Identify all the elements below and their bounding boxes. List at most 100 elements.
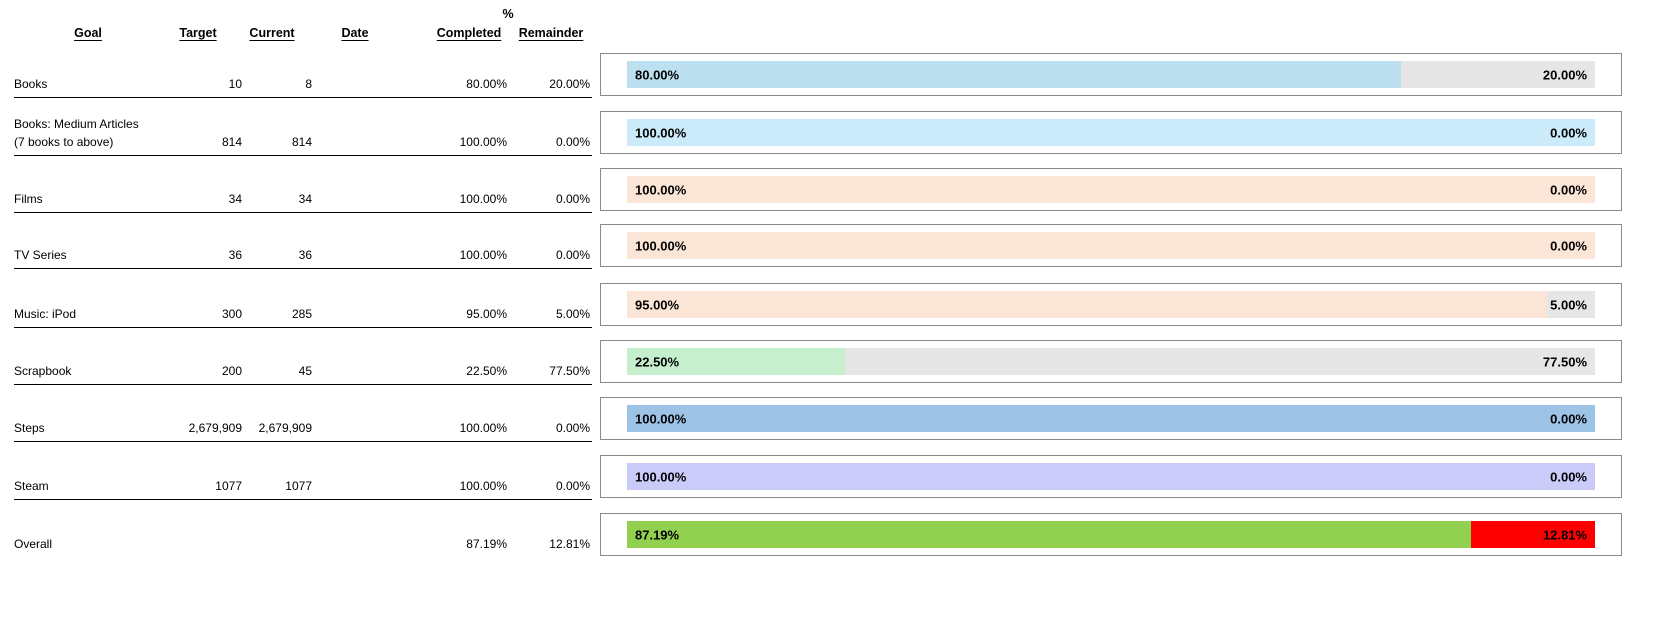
- completed-label: 80.00%: [635, 67, 680, 82]
- remainder-label: 0.00%: [1550, 411, 1587, 426]
- progress-track: 80.00% 20.00%: [627, 61, 1595, 88]
- remainder-cell: 0.00%: [555, 135, 590, 149]
- progress-chart: 100.00% 0.00%: [600, 224, 1622, 267]
- goal-row-overall: Overall 87.19% 12.81% 87.19% 12.81%: [0, 513, 1660, 559]
- table-row: Music: iPod 300 285 95.00% 5.00%: [14, 283, 592, 328]
- remainder-label: 0.00%: [1550, 125, 1587, 140]
- target-cell: 814: [221, 135, 242, 149]
- progress-chart: 100.00% 0.00%: [600, 455, 1622, 498]
- remainder-label: 20.00%: [1542, 67, 1587, 82]
- progress-bar-fill: [627, 176, 1595, 203]
- target-cell: 34: [228, 192, 242, 206]
- remainder-cell: 12.81%: [549, 537, 590, 551]
- remainder-label: 0.00%: [1550, 182, 1587, 197]
- progress-track: 87.19% 12.81%: [627, 521, 1595, 548]
- completed-label: 22.50%: [635, 354, 680, 369]
- remainder-cell: 0.00%: [555, 479, 590, 493]
- table-row: Scrapbook 200 45 22.50% 77.50%: [14, 340, 592, 385]
- goal-row-tv-series: TV Series 36 36 100.00% 0.00% 100.00% 0.…: [0, 224, 1660, 270]
- progress-bar-fill: [627, 119, 1595, 146]
- column-header-current: Current: [249, 26, 295, 40]
- progress-chart: 100.00% 0.00%: [600, 168, 1622, 211]
- progress-bar-fill: [627, 232, 1595, 259]
- remainder-label: 0.00%: [1550, 469, 1587, 484]
- progress-bar-fill: [627, 463, 1595, 490]
- progress-bar-fill: [627, 61, 1402, 88]
- goal-row-steps: Steps 2,679,909 2,679,909 100.00% 0.00% …: [0, 397, 1660, 443]
- remainder-label: 77.50%: [1542, 354, 1587, 369]
- remainder-cell: 0.00%: [555, 421, 590, 435]
- current-cell: 814: [291, 135, 312, 149]
- goal-row-films: Films 34 34 100.00% 0.00% 100.00% 0.00%: [0, 168, 1660, 214]
- completed-cell: 100.00%: [459, 192, 507, 206]
- table-row: Films 34 34 100.00% 0.00%: [14, 168, 592, 213]
- goal-row-steam: Steam 1077 1077 100.00% 0.00% 100.00% 0.…: [0, 455, 1660, 501]
- completed-label: 100.00%: [635, 182, 687, 197]
- column-header-completed: Completed: [436, 26, 502, 40]
- target-cell: 2,679,909: [188, 421, 242, 435]
- progress-track: 95.00% 5.00%: [627, 291, 1595, 318]
- goal-cell: Books: [14, 77, 48, 91]
- goal-cell: Scrapbook: [14, 364, 72, 378]
- goal-row-medium-articles: Books: Medium Articles (7 books to above…: [0, 111, 1660, 157]
- table-row: TV Series 36 36 100.00% 0.00%: [14, 224, 592, 269]
- goal-cell: Films: [14, 192, 43, 206]
- remainder-cell: 0.00%: [555, 192, 590, 206]
- completed-cell: 87.19%: [466, 537, 507, 551]
- target-cell: 200: [221, 364, 242, 378]
- goal-row-scrapbook: Scrapbook 200 45 22.50% 77.50% 22.50% 77…: [0, 340, 1660, 386]
- completed-cell: 95.00%: [466, 307, 507, 321]
- table-row: Books: Medium Articles (7 books to above…: [14, 111, 592, 156]
- column-header-percent-symbol: %: [502, 7, 514, 21]
- completed-label: 100.00%: [635, 469, 687, 484]
- remainder-label: 0.00%: [1550, 238, 1587, 253]
- goal-label-line2: (7 books to above): [14, 135, 114, 149]
- progress-track: 100.00% 0.00%: [627, 176, 1595, 203]
- progress-chart: 95.00% 5.00%: [600, 283, 1622, 326]
- completed-label: 95.00%: [635, 297, 680, 312]
- completed-label: 100.00%: [635, 411, 687, 426]
- progress-chart: 100.00% 0.00%: [600, 111, 1622, 154]
- table-row: Steam 1077 1077 100.00% 0.00%: [14, 455, 592, 500]
- goal-cell: Steps: [14, 421, 45, 435]
- current-cell: 2,679,909: [258, 421, 312, 435]
- completed-cell: 100.00%: [459, 135, 507, 149]
- remainder-cell: 20.00%: [549, 77, 590, 91]
- current-cell: 34: [298, 192, 312, 206]
- goal-cell: TV Series: [14, 248, 67, 262]
- completed-label: 100.00%: [635, 125, 687, 140]
- progress-track: 100.00% 0.00%: [627, 405, 1595, 432]
- progress-bar-fill: [627, 405, 1595, 432]
- remainder-label: 12.81%: [1542, 527, 1587, 542]
- current-cell: 285: [291, 307, 312, 321]
- goal-cell: Books: Medium Articles (7 books to above…: [14, 115, 184, 151]
- table-row: Overall 87.19% 12.81%: [14, 513, 592, 557]
- target-cell: 36: [228, 248, 242, 262]
- target-cell: 10: [228, 77, 242, 91]
- progress-track: 100.00% 0.00%: [627, 119, 1595, 146]
- current-cell: 1077: [285, 479, 312, 493]
- progress-track: 22.50% 77.50%: [627, 348, 1595, 375]
- progress-bar-fill: [627, 348, 845, 375]
- goal-label-line1: Books: Medium Articles: [14, 117, 139, 131]
- completed-label: 87.19%: [635, 527, 680, 542]
- goal-cell: Steam: [14, 479, 49, 493]
- goal-cell: Overall: [14, 537, 53, 551]
- remainder-cell: 0.00%: [555, 248, 590, 262]
- progress-track: 100.00% 0.00%: [627, 463, 1595, 490]
- goal-cell: Music: iPod: [14, 307, 77, 321]
- progress-chart: 100.00% 0.00%: [600, 397, 1622, 440]
- progress-track: 100.00% 0.00%: [627, 232, 1595, 259]
- table-row: Steps 2,679,909 2,679,909 100.00% 0.00%: [14, 397, 592, 442]
- completed-cell: 100.00%: [459, 421, 507, 435]
- completed-cell: 22.50%: [466, 364, 507, 378]
- target-cell: 300: [221, 307, 242, 321]
- table-row: Books 10 8 80.00% 20.00%: [14, 53, 592, 98]
- remainder-cell: 77.50%: [549, 364, 590, 378]
- column-header-goal: Goal: [74, 26, 102, 40]
- column-header-target: Target: [179, 26, 217, 40]
- progress-chart: 87.19% 12.81%: [600, 513, 1622, 556]
- completed-cell: 80.00%: [466, 77, 507, 91]
- column-header-date: Date: [341, 26, 369, 40]
